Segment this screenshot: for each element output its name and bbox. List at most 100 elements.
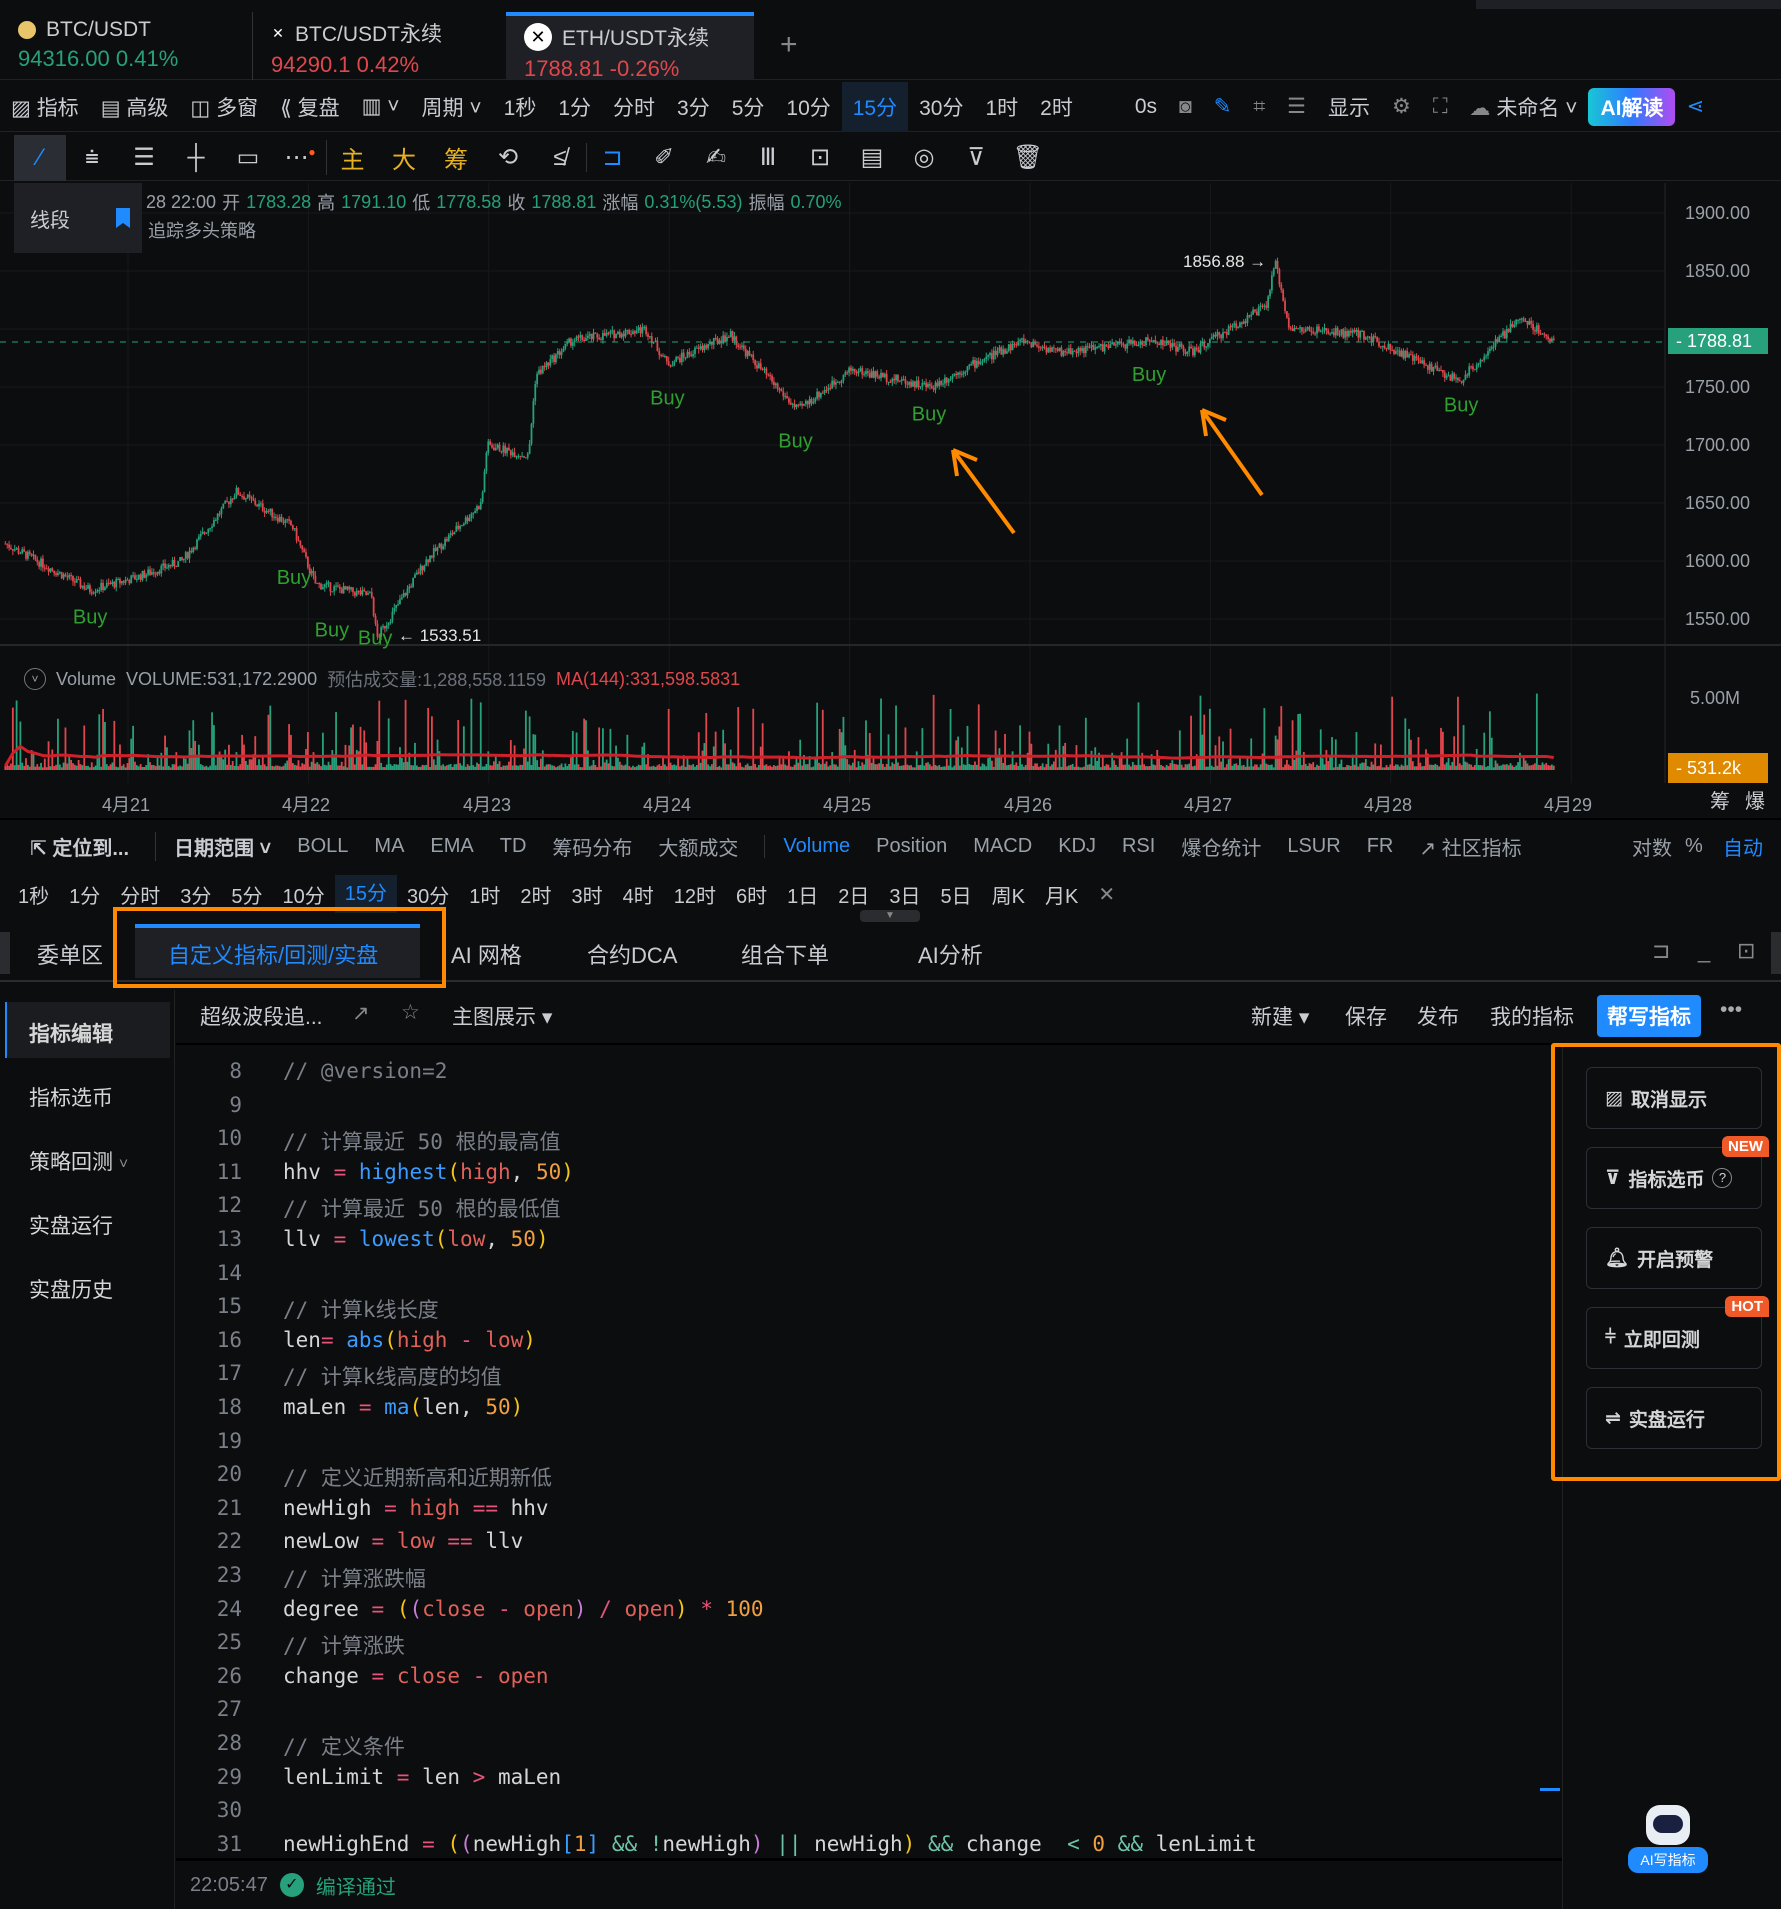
period-item[interactable]: 3时 xyxy=(571,885,603,908)
indicator-chip-dist[interactable]: 筹码分布 xyxy=(552,837,633,860)
camera-icon[interactable]: ◙ xyxy=(1179,94,1192,118)
date-range-dropdown[interactable]: 日期范围 ˅ xyxy=(155,831,271,861)
code-line[interactable]: hhv = highest(high, 50) xyxy=(283,1160,574,1184)
period-10m[interactable]: 10分 xyxy=(786,96,831,120)
period-5m[interactable]: 5分 xyxy=(731,96,765,120)
filter-icon[interactable]: ⊽ xyxy=(967,144,985,171)
close-icon[interactable]: ✕ xyxy=(1098,883,1116,906)
period-item[interactable]: 2时 xyxy=(520,885,552,908)
tab-ai-analysis[interactable]: AI分析 xyxy=(918,943,983,968)
indicator-kdj[interactable]: KDJ xyxy=(1058,834,1096,857)
period-item[interactable]: 10分 xyxy=(282,885,325,908)
period-item[interactable]: 12时 xyxy=(673,885,716,908)
panel-resize-handle[interactable]: ▼ xyxy=(860,910,920,922)
layout-dropdown[interactable]: ☁ 未命名 ˅ xyxy=(1469,96,1578,120)
add-tab-button[interactable]: + xyxy=(780,28,798,61)
code-line[interactable]: llv = lowest(low, 50) xyxy=(283,1227,549,1251)
pen-icon[interactable]: ✎ xyxy=(1213,95,1232,118)
star-icon[interactable]: ☆ xyxy=(401,1001,420,1024)
more-tools-icon[interactable]: ⋯● xyxy=(284,144,316,171)
multi-window-button[interactable]: ◫ 多窗 xyxy=(190,96,259,120)
trash-icon[interactable]: 🗑 xyxy=(1012,144,1044,171)
indicator-macd[interactable]: MACD xyxy=(973,834,1033,857)
my-indicators-button[interactable]: 我的指标 xyxy=(1490,1006,1574,1029)
collapse-icon[interactable]: ˅ xyxy=(24,668,46,690)
horizontal-ray-tool[interactable]: ┼ xyxy=(187,143,205,171)
live-run-button[interactable]: ⇌ 实盘运行 xyxy=(1586,1387,1762,1449)
code-line[interactable]: newHighEnd = ((newHigh[1] && !newHigh) |… xyxy=(283,1832,1257,1856)
symbol-tab-btc-perp[interactable]: ✕ BTC/USDT永续 94290.1 0.42% xyxy=(252,12,502,80)
line-segment-tool[interactable]: ⁄ xyxy=(14,134,66,181)
auto-scale-button[interactable]: 自动 xyxy=(1723,837,1763,860)
big-tool[interactable]: 大 xyxy=(392,147,416,174)
period-item[interactable]: 30分 xyxy=(407,885,450,908)
period-2h[interactable]: 2时 xyxy=(1040,96,1073,120)
code-line[interactable]: degree = ((close - open) / open) * 100 xyxy=(283,1597,764,1621)
percent-scale-button[interactable]: % xyxy=(1685,834,1703,857)
code-line[interactable]: // 计算最近 50 根的最低值 xyxy=(283,1193,561,1223)
code-line[interactable]: newLow = low == llv xyxy=(283,1529,523,1553)
period-item[interactable]: 1时 xyxy=(469,885,501,908)
display-mode-dropdown[interactable]: 主图展示 ▾ xyxy=(452,1006,553,1029)
period-1h[interactable]: 1时 xyxy=(985,96,1019,120)
note-icon[interactable]: ▤ xyxy=(860,144,884,171)
measure-icon[interactable]: ≰ xyxy=(553,143,567,171)
save-button[interactable]: 保存 xyxy=(1345,1006,1387,1029)
minimize-icon[interactable]: _ xyxy=(1698,938,1711,963)
ai-assistant-button[interactable]: AI写指标 xyxy=(1628,1805,1708,1875)
horizontal-lines-tool[interactable]: ☰ xyxy=(133,144,155,171)
tab-orders[interactable]: 委单区 xyxy=(37,943,104,968)
period-item[interactable]: 1秒 xyxy=(18,885,50,908)
rectangle-tool[interactable]: ▭ xyxy=(236,144,260,171)
indicator-button[interactable]: ▨ 指标 xyxy=(11,96,79,120)
lock-icon[interactable]: ⊡ xyxy=(809,144,831,171)
tab-custom-indicator[interactable]: 自定义指标/回测/实盘 xyxy=(135,924,420,978)
tab-ai-grid[interactable]: AI 网格 xyxy=(451,943,522,968)
code-line[interactable]: len= abs(high - low) xyxy=(283,1328,536,1352)
period-item[interactable]: 1日 xyxy=(787,885,819,908)
scroll-right-button[interactable] xyxy=(1771,932,1781,974)
indicator-td[interactable]: TD xyxy=(499,834,527,857)
code-line[interactable]: newHigh = high == hhv xyxy=(283,1496,549,1520)
chart-type-dropdown[interactable]: ▥ ˅ xyxy=(361,95,400,118)
help-icon[interactable]: ? xyxy=(1712,1168,1733,1188)
share-icon[interactable]: ⋖ xyxy=(1686,95,1705,118)
main-chart-tool[interactable]: 主 xyxy=(326,140,378,175)
log-scale-button[interactable]: 对数 xyxy=(1632,837,1672,860)
indicator-fr[interactable]: FR xyxy=(1366,834,1394,857)
period-item[interactable]: 3日 xyxy=(889,885,921,908)
indicator-volume[interactable]: Volume xyxy=(764,834,850,858)
sidebar-item-indicator-edit[interactable]: 指标编辑 xyxy=(29,1023,113,1046)
publish-button[interactable]: 发布 xyxy=(1417,1006,1459,1029)
sidebar-item-live-run[interactable]: 实盘运行 xyxy=(29,1215,113,1238)
period-item[interactable]: 月K xyxy=(1044,885,1079,908)
scroll-left-button[interactable] xyxy=(0,932,10,974)
code-line[interactable]: change = close - open xyxy=(283,1664,549,1688)
list-icon[interactable]: ☰ xyxy=(1287,95,1306,118)
period-1m[interactable]: 1分 xyxy=(558,96,592,120)
code-line[interactable]: // 计算k线高度的均值 xyxy=(283,1361,502,1391)
chip-axis-button[interactable]: 筹 xyxy=(1710,791,1730,813)
brush-icon[interactable]: ✍ xyxy=(705,144,727,171)
symbol-tab-eth-perp[interactable]: ✕ ETH/USDT永续 1788.81 -0.26% xyxy=(506,12,754,81)
crop-icon[interactable]: ⌗ xyxy=(1253,94,1266,118)
period-item-selected[interactable]: 15分 xyxy=(334,875,397,913)
sidebar-item-indicator-screening[interactable]: 指标选币 xyxy=(29,1087,113,1110)
code-line[interactable]: // 计算最近 50 根的最高值 xyxy=(283,1126,561,1156)
enable-alert-button[interactable]: 🔔︎ 开启预警 xyxy=(1586,1227,1762,1289)
sidebar-item-live-history[interactable]: 实盘历史 xyxy=(29,1279,113,1302)
tool-popup[interactable]: 线段 xyxy=(14,183,142,253)
sidebar-item-backtest[interactable]: 策略回测 ˅ xyxy=(29,1146,128,1176)
indicator-liquidation[interactable]: 爆仓统计 xyxy=(1181,837,1262,860)
price-chart[interactable]: Buy Buy Buy Buy Buy Buy Buy Buy Buy 28 22:00 开 17… xyxy=(0,183,1781,783)
period-item[interactable]: 1分 xyxy=(69,885,101,908)
indicator-ema[interactable]: EMA xyxy=(430,834,474,857)
indicator-rsi[interactable]: RSI xyxy=(1121,834,1156,857)
candles-icon[interactable]: Ⅲ xyxy=(759,144,777,171)
code-line[interactable]: // 计算涨跌 xyxy=(283,1630,405,1660)
advanced-button[interactable]: ▤ 高级 xyxy=(100,96,169,120)
cancel-display-button[interactable]: ▨ 取消显示 xyxy=(1586,1067,1762,1129)
code-line[interactable]: // 计算k线长度 xyxy=(283,1294,439,1324)
period-item[interactable]: 3分 xyxy=(180,885,212,908)
magnet-icon[interactable]: ⊐ xyxy=(586,143,638,172)
